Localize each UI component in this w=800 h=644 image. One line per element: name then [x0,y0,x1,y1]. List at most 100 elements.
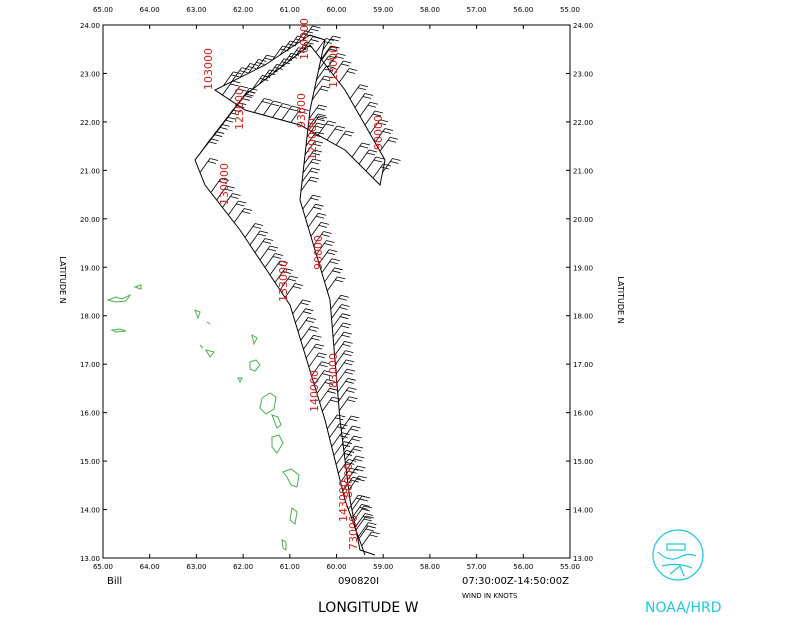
barb-flag [321,234,330,237]
barb-flag [341,304,350,307]
barb-staff [256,54,267,70]
barb-flag [348,470,357,474]
barb-flag [208,141,217,145]
y-tick-label: 20.00 [80,216,100,224]
barb-staff [302,25,313,41]
y-tick-label: 22.00 [573,119,593,127]
barb-staff [331,313,343,328]
barb-staff [305,131,317,147]
barb-flag [304,30,314,34]
barb-staff [351,504,362,519]
x-tick-label: 58.00 [420,563,440,571]
barb-staff [308,352,320,368]
plot-frame [102,24,571,559]
barb-flag [324,243,333,246]
barb-staff [365,156,377,172]
barb-flag [247,66,257,69]
y-tick-label: 21.00 [80,167,100,175]
barb-flag [283,58,292,62]
barb-flag [310,39,319,42]
barb-flag [336,125,346,129]
barb-staff [316,379,328,394]
barb-flag [318,224,328,228]
barb-flag [344,371,354,375]
barb-flag [329,387,338,391]
barb-flag [287,43,297,47]
barb-staff [351,142,363,158]
barb-staff [335,350,346,365]
barb-flag [209,158,219,161]
barb-flag [392,158,401,161]
storm-name: Bill [107,576,122,587]
barb-flag [271,103,280,107]
barb-staff [340,467,351,483]
barb-flag [227,116,236,120]
barb-flag [345,130,355,134]
barb-flag [324,75,333,79]
barb-staff [313,75,325,91]
barb-flag [330,399,339,403]
barb-flag [312,36,321,39]
time-label: 140000 [308,370,321,412]
barb-staff [348,494,359,510]
barb-flag [314,125,324,129]
x-tick-label: 56.00 [513,563,533,571]
barb-flag [280,106,289,109]
barb-staff [354,93,366,108]
barb-staff [310,222,322,237]
barb-flag [358,475,367,479]
barb-staff [313,231,324,246]
barb-staff [288,47,299,62]
barb-flag [249,87,258,91]
barb-flag [362,96,372,99]
barb-flag [382,131,392,134]
y-tick-label: 16.00 [573,410,593,418]
barb-flag [348,458,357,462]
barb-staff [336,368,348,384]
barb-flag [343,331,352,335]
barb-flag [367,104,377,108]
barb-staff [342,476,354,492]
barb-flag [318,352,327,356]
barb-flag [239,85,249,89]
barb-flag [311,337,320,341]
barb-flag [334,267,343,271]
barb-flag [346,368,356,372]
x-tick-label: 55.00 [560,563,580,571]
time-label: 143000 [337,480,350,522]
barb-staff [321,258,333,273]
barb-staff [266,64,277,79]
barb-flag [335,279,344,283]
barb-flag [269,69,278,73]
y-axis-title-right: LATITUDE N [616,276,625,323]
barb-flag [362,516,372,519]
barb-flag [289,275,299,279]
barb-flag [347,71,356,74]
barb-flag [219,126,228,130]
barb-flag [387,139,397,143]
barb-flag [291,52,300,56]
barb-flag [351,438,360,442]
barb-flag [245,93,254,97]
barb-flag [242,211,251,214]
barb-staff [331,432,342,447]
barb-staff [347,465,358,481]
barb-staff [248,59,259,74]
barb-flag [332,270,341,274]
x-tick-label: 63.00 [186,563,206,571]
barb-flag [325,38,334,41]
barb-flag [343,441,352,444]
barb-flag [357,87,367,91]
barb-staff [369,119,381,134]
barb-staff [228,200,239,216]
barb-flag [264,57,273,61]
y-tick-label: 14.00 [80,507,100,515]
barb-staff [302,36,314,51]
barb-flag [335,56,344,59]
x-tick-label: 61.00 [280,563,300,571]
barb-flag [249,63,259,66]
barb-flag [236,105,245,109]
barb-flag [373,159,383,163]
barb-flag [365,528,375,532]
barb-flag [371,531,380,535]
